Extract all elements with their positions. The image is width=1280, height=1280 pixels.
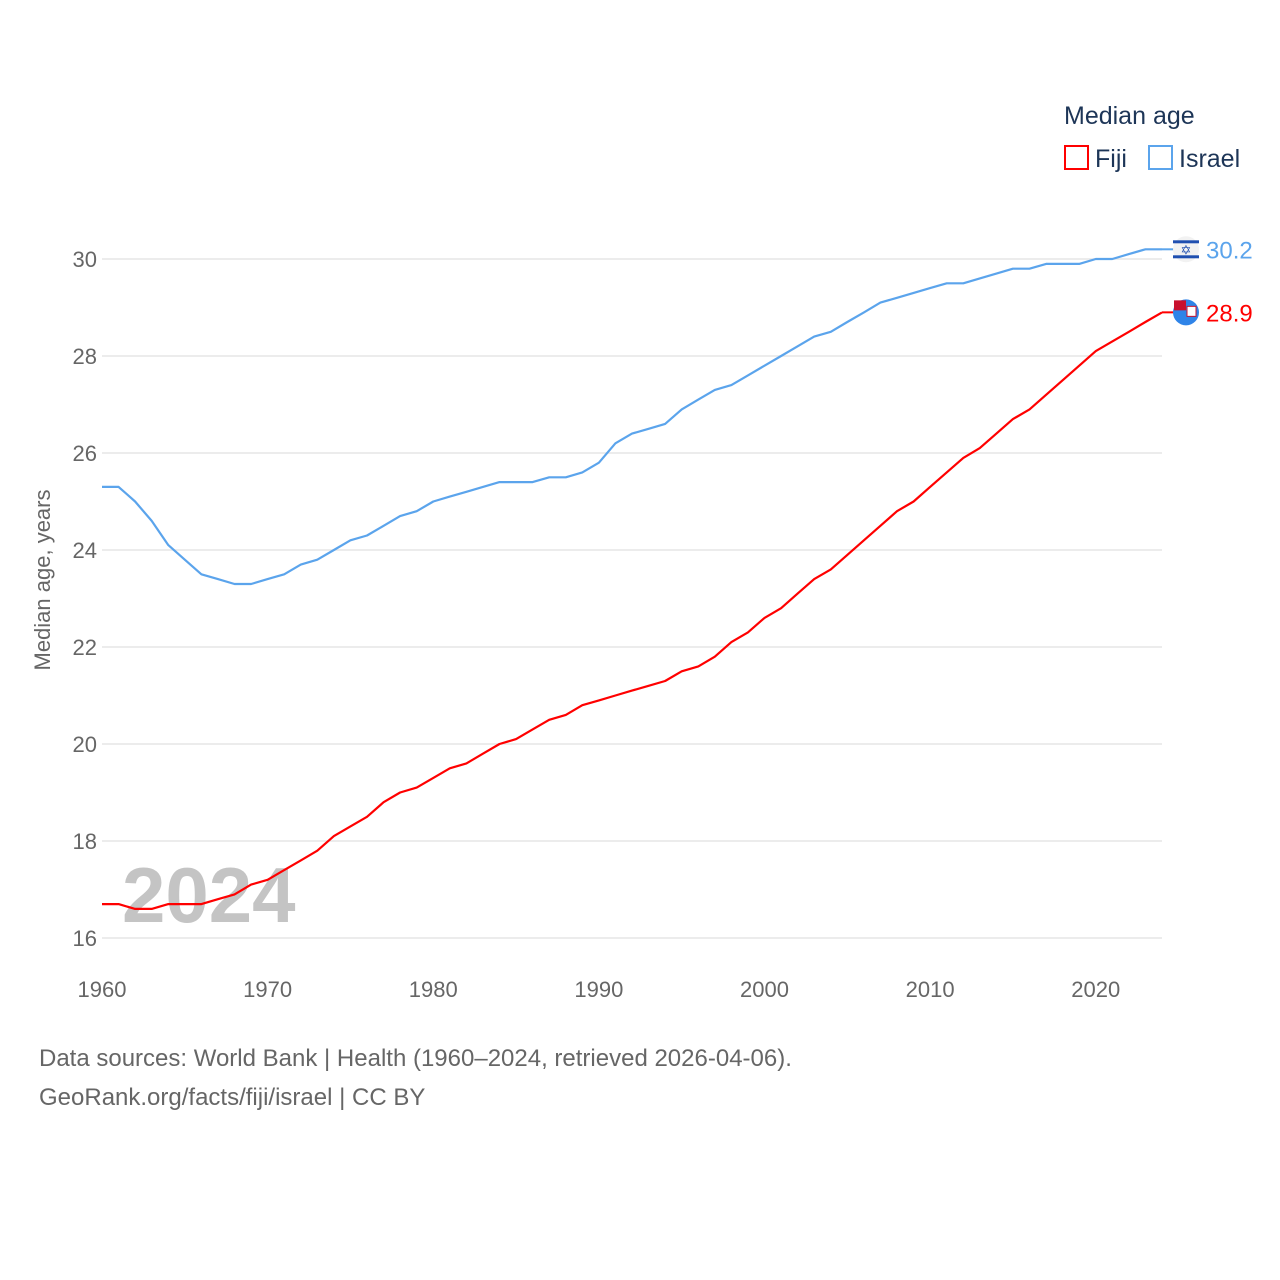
legend-label-fiji: Fiji <box>1095 145 1127 173</box>
y-tick-label: 20 <box>73 732 97 757</box>
y-tick-label: 22 <box>73 635 97 660</box>
series-line-fiji <box>102 311 1163 910</box>
legend-title: Median age <box>1064 102 1195 130</box>
y-tick-label: 18 <box>73 829 97 854</box>
x-tick-label: 1980 <box>409 977 458 1002</box>
y-tick-label: 30 <box>73 247 97 272</box>
x-tick-label: 1970 <box>243 977 292 1002</box>
year-label: 2024 <box>122 851 296 939</box>
end-value-label: 28.9 <box>1206 300 1253 327</box>
y-tick-label: 16 <box>73 926 97 951</box>
flag-union-jack <box>1174 300 1186 311</box>
y-tick-label: 28 <box>73 344 97 369</box>
y-tick-label: 24 <box>73 538 97 563</box>
end-value-label: 30.2 <box>1206 237 1253 264</box>
star-of-david-icon: ✡ <box>1181 242 1192 257</box>
legend-swatch-israel <box>1148 145 1173 170</box>
series-line-israel <box>102 248 1162 586</box>
y-axis-label: Median age, years <box>30 490 55 671</box>
x-tick-label: 1960 <box>78 977 127 1002</box>
x-tick-label: 2020 <box>1071 977 1120 1002</box>
flag-shield <box>1186 305 1197 317</box>
flag-stripe <box>1173 255 1199 259</box>
credit-link[interactable]: GeoRank.org/facts/fiji/israel | CC BY <box>39 1084 426 1111</box>
legend-swatch-fiji <box>1064 145 1089 170</box>
data-sources: Data sources: World Bank | Health (1960–… <box>39 1045 792 1072</box>
x-tick-label: 1990 <box>574 977 623 1002</box>
legend-label-israel: Israel <box>1179 145 1240 173</box>
flag-stripe <box>1173 240 1199 244</box>
y-tick-label: 26 <box>73 441 97 466</box>
x-tick-label: 2010 <box>906 977 955 1002</box>
x-tick-label: 2000 <box>740 977 789 1002</box>
